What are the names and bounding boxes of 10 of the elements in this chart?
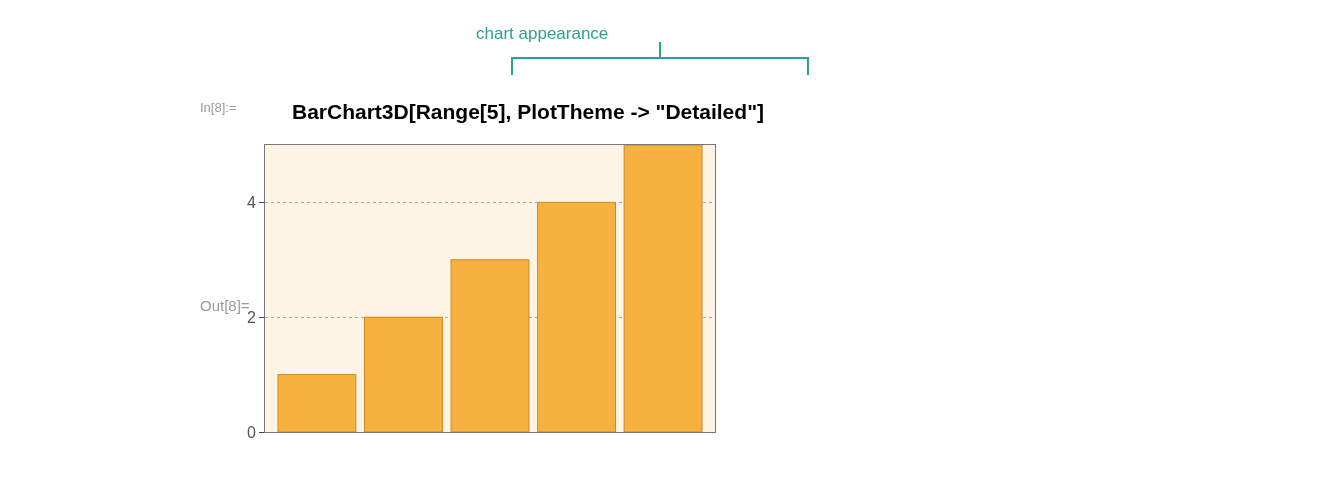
bar [277,374,357,432]
y-tick-label: 4 [246,194,256,211]
bar [364,316,443,432]
y-tick-label: 0 [246,423,256,441]
bar [537,201,616,432]
bar [450,259,530,432]
bar [623,145,703,432]
text: In[8]:= [200,100,237,115]
text: BarChart3D[Range[5], PlotTheme -> "Detailed"] [292,100,765,123]
text: chart appearance [476,24,609,43]
